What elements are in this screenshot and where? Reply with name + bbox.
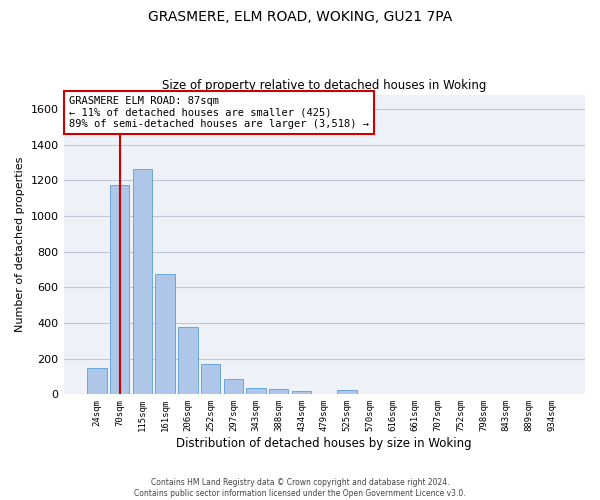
Bar [155, 274, 175, 394]
Bar [201, 364, 220, 394]
Text: GRASMERE, ELM ROAD, WOKING, GU21 7PA: GRASMERE, ELM ROAD, WOKING, GU21 7PA [148, 10, 452, 24]
Bar [133, 170, 152, 394]
Bar [178, 328, 197, 394]
Y-axis label: Number of detached properties: Number of detached properties [15, 157, 25, 332]
Title: Size of property relative to detached houses in Woking: Size of property relative to detached ho… [162, 79, 487, 92]
Bar [224, 378, 243, 394]
Bar [269, 390, 289, 394]
Bar [110, 184, 130, 394]
Bar [87, 368, 107, 394]
Text: Contains HM Land Registry data © Crown copyright and database right 2024.
Contai: Contains HM Land Registry data © Crown c… [134, 478, 466, 498]
Bar [292, 391, 311, 394]
Text: GRASMERE ELM ROAD: 87sqm
← 11% of detached houses are smaller (425)
89% of semi-: GRASMERE ELM ROAD: 87sqm ← 11% of detach… [69, 96, 369, 130]
Bar [337, 390, 356, 394]
X-axis label: Distribution of detached houses by size in Woking: Distribution of detached houses by size … [176, 437, 472, 450]
Bar [247, 388, 266, 394]
